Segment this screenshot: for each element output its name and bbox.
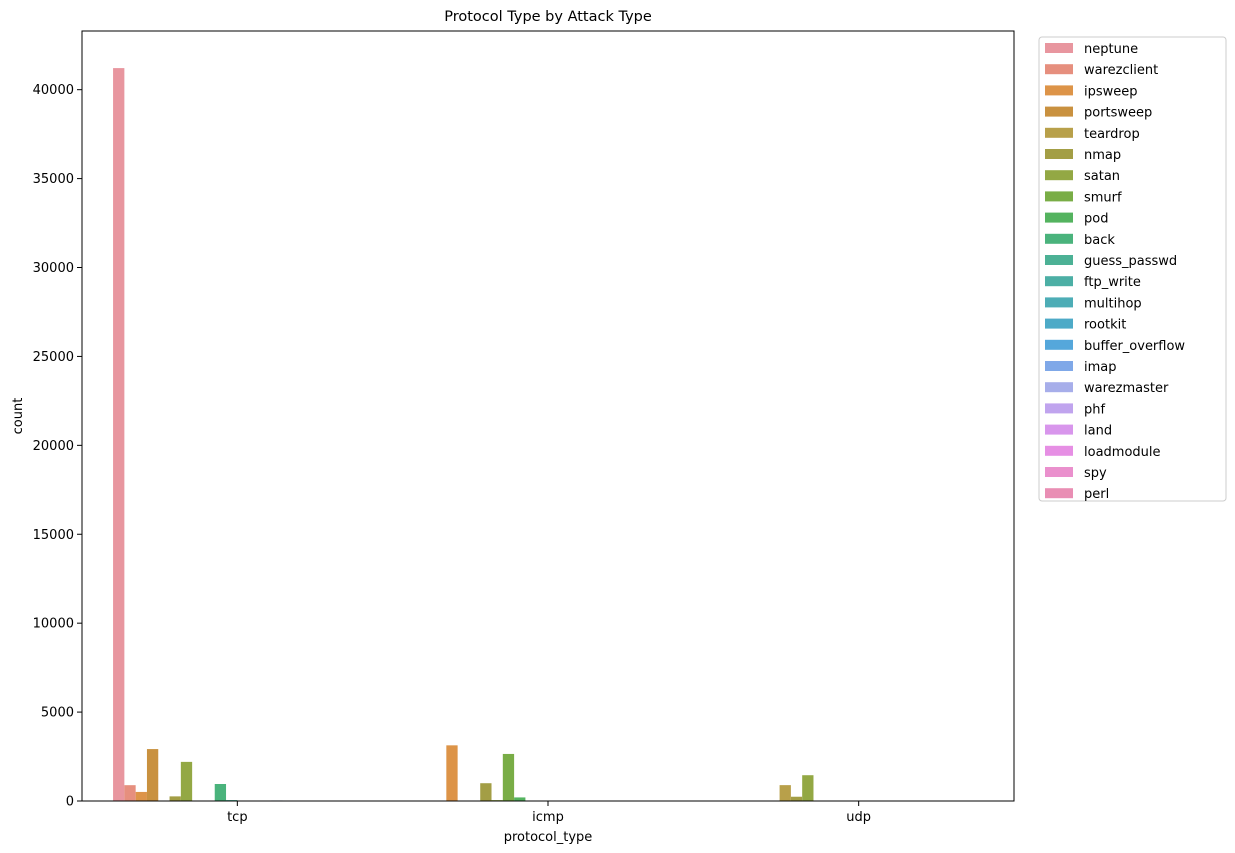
- legend-swatch-portsweep: [1045, 106, 1073, 117]
- legend-swatch-warezclient: [1045, 64, 1073, 75]
- x-axis-ticks: tcp icmp udp: [227, 801, 871, 825]
- bar-nmap-icmp: [480, 783, 492, 801]
- legend-swatch-neptune: [1045, 43, 1073, 53]
- chart-title: Protocol Type by Attack Type: [444, 9, 652, 25]
- legend-swatch-warezmaster: [1045, 382, 1073, 393]
- x-tick-label: tcp: [227, 810, 248, 825]
- legend-label-teardrop: teardrop: [1084, 127, 1140, 142]
- x-tick-label: udp: [846, 810, 871, 825]
- legend-label-guess_passwd: guess_passwd: [1084, 254, 1177, 269]
- legend-label-warezclient: warezclient: [1084, 63, 1158, 78]
- y-axis-ticks: 0 5000 10000 15000 20000 25000 30000 35000 40000: [33, 83, 82, 810]
- legend-label-nmap: nmap: [1084, 148, 1121, 163]
- legend-swatch-back: [1045, 233, 1073, 244]
- legend-label-satan: satan: [1084, 169, 1120, 184]
- legend-label-multihop: multihop: [1084, 296, 1142, 311]
- legend-swatch-buffer_overflow: [1045, 339, 1073, 350]
- legend-label-imap: imap: [1084, 360, 1117, 375]
- legend-label-phf: phf: [1084, 402, 1105, 417]
- legend-label-rootkit: rootkit: [1084, 318, 1126, 333]
- legend-swatch-guess_passwd: [1045, 255, 1073, 265]
- x-tick-label: icmp: [532, 810, 564, 825]
- bar-warezclient-tcp: [124, 785, 136, 801]
- legend-label-ftp_write: ftp_write: [1084, 275, 1141, 290]
- legend-label-perl: perl: [1084, 487, 1109, 502]
- legend-swatch-loadmodule: [1045, 445, 1073, 456]
- legend-swatch-phf: [1045, 403, 1073, 414]
- bar-ipsweep-tcp: [135, 791, 147, 801]
- legend-swatch-ftp_write: [1045, 276, 1073, 287]
- bar-teardrop-udp: [779, 785, 791, 801]
- bar-nmap-udp: [790, 796, 803, 801]
- legend-swatch-land: [1045, 424, 1073, 435]
- legend-swatch-rootkit: [1045, 318, 1073, 329]
- legend-swatch-pod: [1045, 212, 1073, 223]
- bar-back-tcp: [214, 783, 227, 801]
- y-tick-label: 25000: [33, 350, 74, 365]
- legend-frame: [1038, 36, 1227, 502]
- legend-swatch-perl: [1045, 488, 1073, 499]
- bars: [113, 68, 893, 801]
- legend-swatch-multihop: [1045, 297, 1073, 308]
- legend-swatch-nmap: [1045, 149, 1073, 159]
- y-tick-label: 15000: [33, 528, 74, 543]
- bar-satan-tcp: [180, 761, 193, 801]
- legend-swatch-ipsweep: [1045, 85, 1073, 96]
- y-tick-label: 35000: [33, 172, 74, 187]
- bar-portsweep-tcp: [146, 749, 159, 801]
- bar-smurf-icmp: [502, 753, 515, 801]
- x-axis-label: protocol_type: [504, 830, 593, 845]
- legend-swatch-smurf: [1045, 191, 1073, 202]
- legend-swatch-teardrop: [1045, 127, 1073, 138]
- legend-label-portsweep: portsweep: [1084, 106, 1152, 121]
- bar-satan-udp: [802, 775, 814, 801]
- legend: neptune warezclient ipsweep portsweep teardr…: [1038, 36, 1227, 502]
- y-tick-label: 40000: [33, 83, 74, 98]
- legend-swatch-imap: [1045, 361, 1073, 371]
- bar-nmap-tcp: [169, 796, 181, 801]
- legend-label-spy: spy: [1084, 466, 1107, 481]
- y-axis-label: count: [11, 398, 26, 435]
- legend-label-buffer_overflow: buffer_overflow: [1084, 339, 1185, 354]
- legend-label-warezmaster: warezmaster: [1084, 381, 1169, 396]
- bar-ipsweep-icmp: [446, 745, 458, 801]
- legend-label-land: land: [1084, 424, 1112, 439]
- legend-label-smurf: smurf: [1084, 190, 1122, 205]
- legend-label-back: back: [1084, 233, 1115, 248]
- bar-neptune-tcp: [113, 68, 125, 801]
- plot-frame: [81, 30, 1015, 802]
- y-tick-label: 0: [66, 795, 74, 810]
- legend-swatch-satan: [1045, 170, 1073, 181]
- legend-label-neptune: neptune: [1084, 42, 1138, 57]
- legend-label-ipsweep: ipsweep: [1084, 84, 1138, 99]
- legend-label-loadmodule: loadmodule: [1084, 445, 1161, 460]
- y-tick-label: 10000: [33, 617, 74, 632]
- y-tick-label: 20000: [33, 439, 74, 454]
- bar-pod-icmp: [514, 797, 526, 801]
- y-tick-label: 5000: [41, 706, 74, 721]
- legend-label-pod: pod: [1084, 212, 1108, 227]
- legend-swatch-spy: [1045, 467, 1073, 477]
- y-tick-label: 30000: [33, 261, 74, 276]
